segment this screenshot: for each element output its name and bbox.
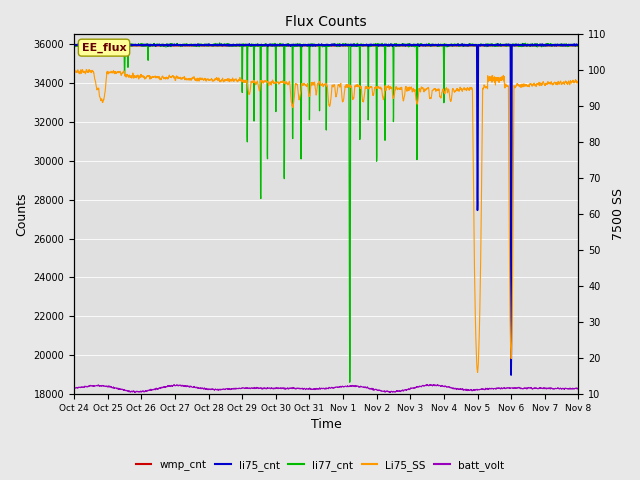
Y-axis label: 7500 SS: 7500 SS — [612, 188, 625, 240]
Legend: wmp_cnt, li75_cnt, li77_cnt, Li75_SS, batt_volt: wmp_cnt, li75_cnt, li77_cnt, Li75_SS, ba… — [131, 456, 509, 475]
Title: Flux Counts: Flux Counts — [285, 15, 367, 29]
X-axis label: Time: Time — [311, 419, 342, 432]
Text: EE_flux: EE_flux — [82, 43, 126, 53]
Y-axis label: Counts: Counts — [15, 192, 28, 236]
